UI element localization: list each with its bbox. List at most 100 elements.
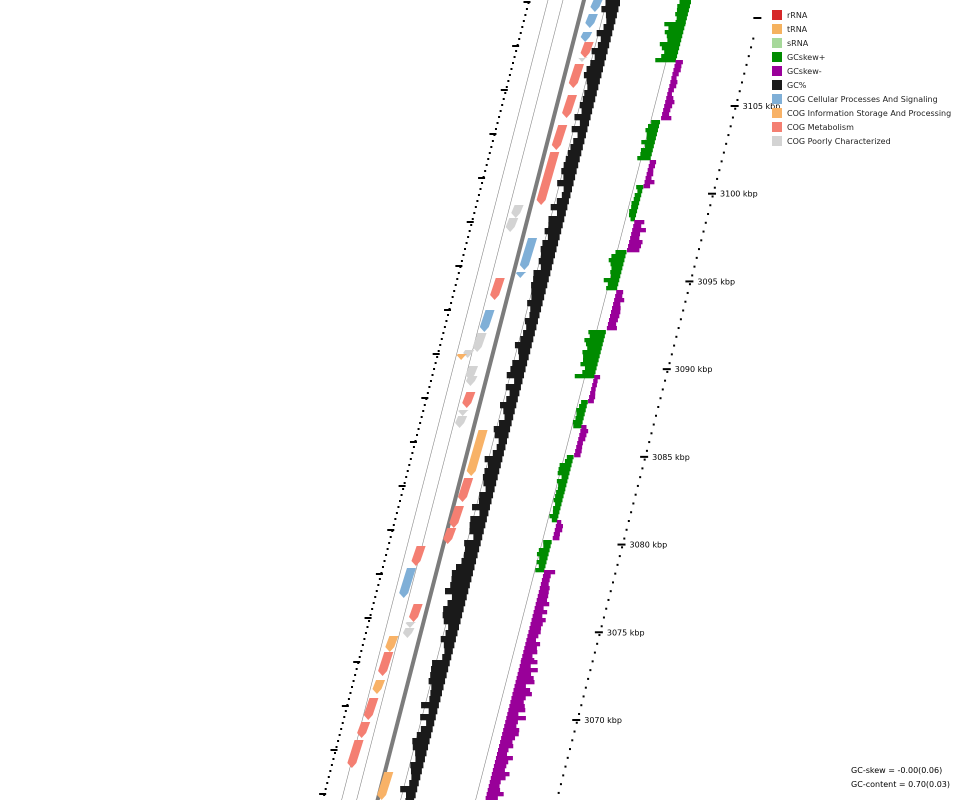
genome-backbone-line <box>375 0 587 800</box>
ruler-minor-tick <box>750 46 753 49</box>
ruler-minor-tick <box>713 186 716 189</box>
gc-bar <box>606 18 616 25</box>
ruler-minor-tick <box>666 370 669 373</box>
gc-skew-minus-bar <box>578 437 586 442</box>
gc-skew-minus-bar <box>522 654 533 659</box>
gc-skew-minus-bar <box>506 716 526 721</box>
gc-skew-minus-bar <box>489 780 501 785</box>
inner-minor-tick <box>385 554 388 556</box>
gc-bar <box>498 438 507 445</box>
inner-minor-tick <box>515 50 518 52</box>
gc-bar <box>547 234 560 241</box>
gc-skew-plus-bar <box>538 548 550 553</box>
ruler-minor-tick <box>645 449 648 452</box>
inner-minor-tick <box>329 770 332 772</box>
gc-skew-minus-bar <box>614 298 625 303</box>
gc-bar <box>531 288 546 295</box>
gc-bar <box>484 468 500 475</box>
inner-minor-tick <box>386 548 389 550</box>
inner-minor-tick <box>488 152 491 154</box>
inner-minor-tick <box>446 314 449 316</box>
gc-skew-minus-bar <box>615 294 623 299</box>
gc-skew-minus-bar <box>629 240 643 245</box>
gc-bar <box>400 786 418 793</box>
inner-minor-tick <box>508 74 511 76</box>
gc-bar <box>518 354 529 361</box>
gc-skew-minus-bar <box>490 776 506 781</box>
gc-bar <box>406 792 416 799</box>
gc-skew-plus-bar <box>667 38 682 43</box>
gc-bar <box>482 474 498 481</box>
inner-minor-tick <box>521 26 524 28</box>
gc-skew-minus-bar <box>628 244 642 249</box>
gc-skew-minus-bar <box>525 642 541 647</box>
gc-skew-plus-bar <box>664 50 679 55</box>
ruler-minor-tick <box>682 309 685 312</box>
inner-minor-tick <box>487 158 490 160</box>
gc-skew-plus-bar <box>538 564 546 569</box>
gene-feature <box>449 506 464 528</box>
gc-skew-minus-bar <box>527 634 539 639</box>
gc-bar <box>540 252 555 259</box>
gc-skew-plus-bar <box>675 12 688 17</box>
gc-skew-plus-bar <box>575 416 584 421</box>
gc-skew-plus-bar <box>536 560 547 565</box>
gc-bar <box>415 750 427 757</box>
ruler-minor-tick <box>729 125 732 128</box>
gc-skew-plus-bar <box>634 193 642 198</box>
gc-skew-minus-bar <box>491 772 510 777</box>
inner-minor-tick <box>522 20 525 22</box>
inner-minor-tick <box>381 566 384 568</box>
gc-bar <box>463 552 478 559</box>
gc-skew-minus-bar <box>533 610 548 615</box>
gc-skew-minus-bar <box>523 650 538 655</box>
legend-label: GC% <box>787 80 807 90</box>
gc-bar <box>583 72 602 79</box>
inner-minor-tick <box>408 464 411 466</box>
legend-label: COG Metabolism <box>787 122 854 132</box>
legend-item: COG Poorly Characterized <box>772 134 951 148</box>
ruler-minor-tick <box>639 476 642 479</box>
gc-skew-plus-bar <box>633 197 641 202</box>
gc-bar <box>548 222 563 229</box>
gc-skew-plus-bar <box>558 483 567 488</box>
gene-feature <box>511 205 524 218</box>
inner-minor-tick <box>403 482 406 484</box>
inner-minor-tick <box>462 254 465 256</box>
gc-skew-minus-bar <box>554 528 563 533</box>
inner-minor-tick <box>443 326 446 328</box>
legend-label: GCskew+ <box>787 52 826 62</box>
gc-skew-minus-bar <box>517 672 532 677</box>
inner-minor-tick <box>428 386 431 388</box>
gc-skew-minus-bar <box>673 68 681 73</box>
gc-bar <box>597 42 610 49</box>
inner-minor-tick <box>327 776 330 778</box>
gc-bar <box>605 12 617 19</box>
gc-skew-plus-bar <box>589 334 605 339</box>
ruler-label: 3080 kbp <box>630 541 668 550</box>
inner-minor-tick <box>351 686 354 688</box>
ruler-minor-tick <box>627 520 630 523</box>
gc-skew-minus-bar <box>531 618 546 623</box>
gc-skew-plus-bar <box>651 120 661 125</box>
ruler-minor-tick <box>691 274 694 277</box>
gc-skew-plus-bar <box>543 540 552 545</box>
gc-bar <box>451 576 472 583</box>
gc-skew-minus-bar <box>515 680 535 685</box>
gc-bar <box>420 726 433 733</box>
gene-feature <box>490 278 505 300</box>
inner-minor-tick <box>477 194 480 196</box>
gc-skew-plus-bar <box>587 346 602 351</box>
inner-minor-tick <box>470 224 473 226</box>
ruler-minor-tick <box>623 537 626 540</box>
gc-bar <box>410 762 424 769</box>
inner-minor-tick <box>496 122 499 124</box>
ruler-minor-tick <box>571 739 574 742</box>
inner-minor-tick <box>453 290 456 292</box>
track-guide-line <box>356 0 564 800</box>
inner-minor-tick <box>354 674 357 676</box>
ruler-minor-tick <box>636 484 639 487</box>
inner-minor-tick <box>481 182 484 184</box>
legend-label: tRNA <box>787 24 808 34</box>
